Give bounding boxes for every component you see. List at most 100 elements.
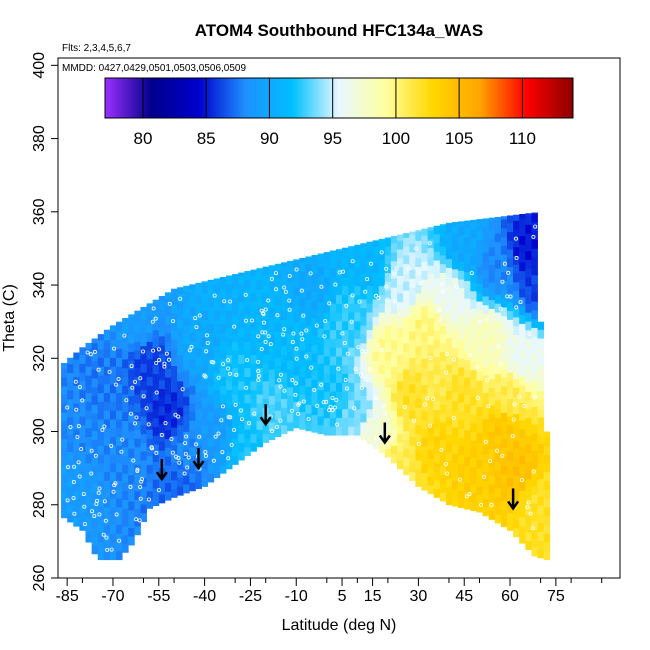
heatmap-cell	[109, 357, 117, 367]
heatmap-cell	[177, 486, 184, 496]
heatmap-cell	[85, 489, 92, 499]
heatmap-cell	[348, 285, 355, 295]
heatmap-cell	[158, 318, 166, 328]
heatmap-cell	[232, 420, 239, 430]
sample-point	[139, 479, 144, 484]
sample-point	[495, 448, 500, 453]
heatmap-cell	[164, 377, 172, 387]
heatmap-cell	[61, 403, 68, 413]
heatmap-cell	[158, 362, 166, 372]
heatmap-cell	[280, 372, 288, 382]
heatmap-cell	[73, 411, 80, 422]
heatmap-cell	[500, 377, 508, 387]
sample-point	[294, 346, 299, 351]
heatmap-cell	[354, 294, 361, 304]
sample-point	[342, 340, 347, 345]
heatmap-cell	[201, 398, 209, 408]
heatmap-cell	[103, 366, 111, 376]
heatmap-cell	[67, 486, 74, 497]
heatmap-cell	[201, 284, 209, 294]
heatmap-cell	[268, 342, 276, 353]
heatmap-cell	[232, 315, 239, 325]
heatmap-cell	[421, 446, 428, 456]
heatmap-cell	[470, 229, 477, 239]
heatmap-cell	[470, 484, 477, 494]
heatmap-cell	[213, 301, 221, 312]
heatmap-cell	[103, 550, 111, 561]
heatmap-cell	[360, 342, 367, 353]
heatmap-cell	[323, 312, 331, 322]
heatmap-cell	[494, 268, 502, 278]
heatmap-cell	[421, 305, 428, 315]
heatmap-cell	[238, 363, 245, 373]
heatmap-cell	[354, 356, 361, 366]
sample-point	[109, 443, 114, 448]
heatmap-cell	[152, 299, 160, 304]
heatmap-cell	[366, 408, 373, 419]
heatmap-cell	[213, 278, 221, 285]
heatmap-cell	[409, 445, 416, 455]
heatmap-cell	[146, 473, 154, 483]
sample-point	[187, 348, 192, 353]
heatmap-cell	[452, 222, 459, 226]
heatmap-cell	[537, 434, 545, 445]
heatmap-cell	[85, 419, 92, 429]
heatmap-cell	[287, 342, 294, 353]
heatmap-cell	[134, 438, 141, 448]
heatmap-cell	[79, 460, 86, 470]
heatmap-cell	[73, 455, 80, 466]
heatmap-cell	[183, 449, 190, 459]
heatmap-cell	[152, 321, 160, 331]
heatmap-cell	[384, 237, 392, 238]
x-tick-label: 5	[338, 588, 347, 605]
heatmap-cell	[439, 272, 447, 282]
heatmap-cell	[232, 274, 239, 281]
heatmap-cell	[122, 534, 129, 544]
heatmap-cell	[482, 225, 490, 235]
heatmap-cell	[439, 342, 447, 353]
sample-point	[146, 497, 151, 502]
heatmap-cell	[525, 373, 532, 384]
heatmap-cell	[354, 373, 361, 383]
heatmap-cell	[177, 477, 184, 487]
heatmap-cell	[397, 284, 404, 294]
heatmap-cell	[354, 250, 361, 260]
heatmap-cell	[268, 386, 276, 397]
heatmap-cell	[525, 268, 532, 278]
heatmap-cell	[177, 337, 184, 347]
heatmap-cell	[348, 312, 355, 322]
heatmap-cell	[280, 398, 288, 408]
heatmap-cell	[452, 330, 459, 340]
heatmap-cell	[427, 230, 435, 240]
heatmap-cell	[323, 259, 331, 269]
heatmap-cell	[103, 339, 111, 350]
heatmap-cell	[433, 286, 441, 296]
heatmap-cell	[409, 331, 416, 341]
heatmap-cell	[61, 500, 68, 510]
heatmap-cell	[488, 255, 496, 265]
heatmap-cell	[476, 380, 483, 390]
heatmap-cell	[317, 253, 325, 259]
heatmap-cell	[183, 466, 190, 476]
heatmap-cell	[317, 424, 325, 435]
heatmap-cell	[140, 468, 147, 479]
chart-title: ATOM4 Southbound HFC134a_WAS	[195, 21, 483, 40]
heatmap-cell	[525, 233, 532, 243]
sample-point	[228, 371, 233, 376]
heatmap-cell	[128, 457, 135, 467]
heatmap-cell	[378, 259, 386, 269]
heatmap-cell	[537, 373, 545, 383]
heatmap-cell	[256, 297, 264, 307]
heatmap-cell	[500, 280, 508, 290]
sample-point	[109, 547, 114, 552]
heatmap-cell	[452, 374, 459, 384]
heatmap-cell	[519, 446, 526, 456]
heatmap-cell	[500, 517, 508, 528]
heatmap-cell	[128, 369, 135, 379]
heatmap-cell	[470, 308, 477, 318]
heatmap-cell	[201, 407, 209, 417]
heatmap-cell	[256, 315, 264, 325]
heatmap-cell	[506, 372, 514, 382]
heatmap-cell	[452, 418, 459, 428]
heatmap-cell	[225, 451, 233, 461]
